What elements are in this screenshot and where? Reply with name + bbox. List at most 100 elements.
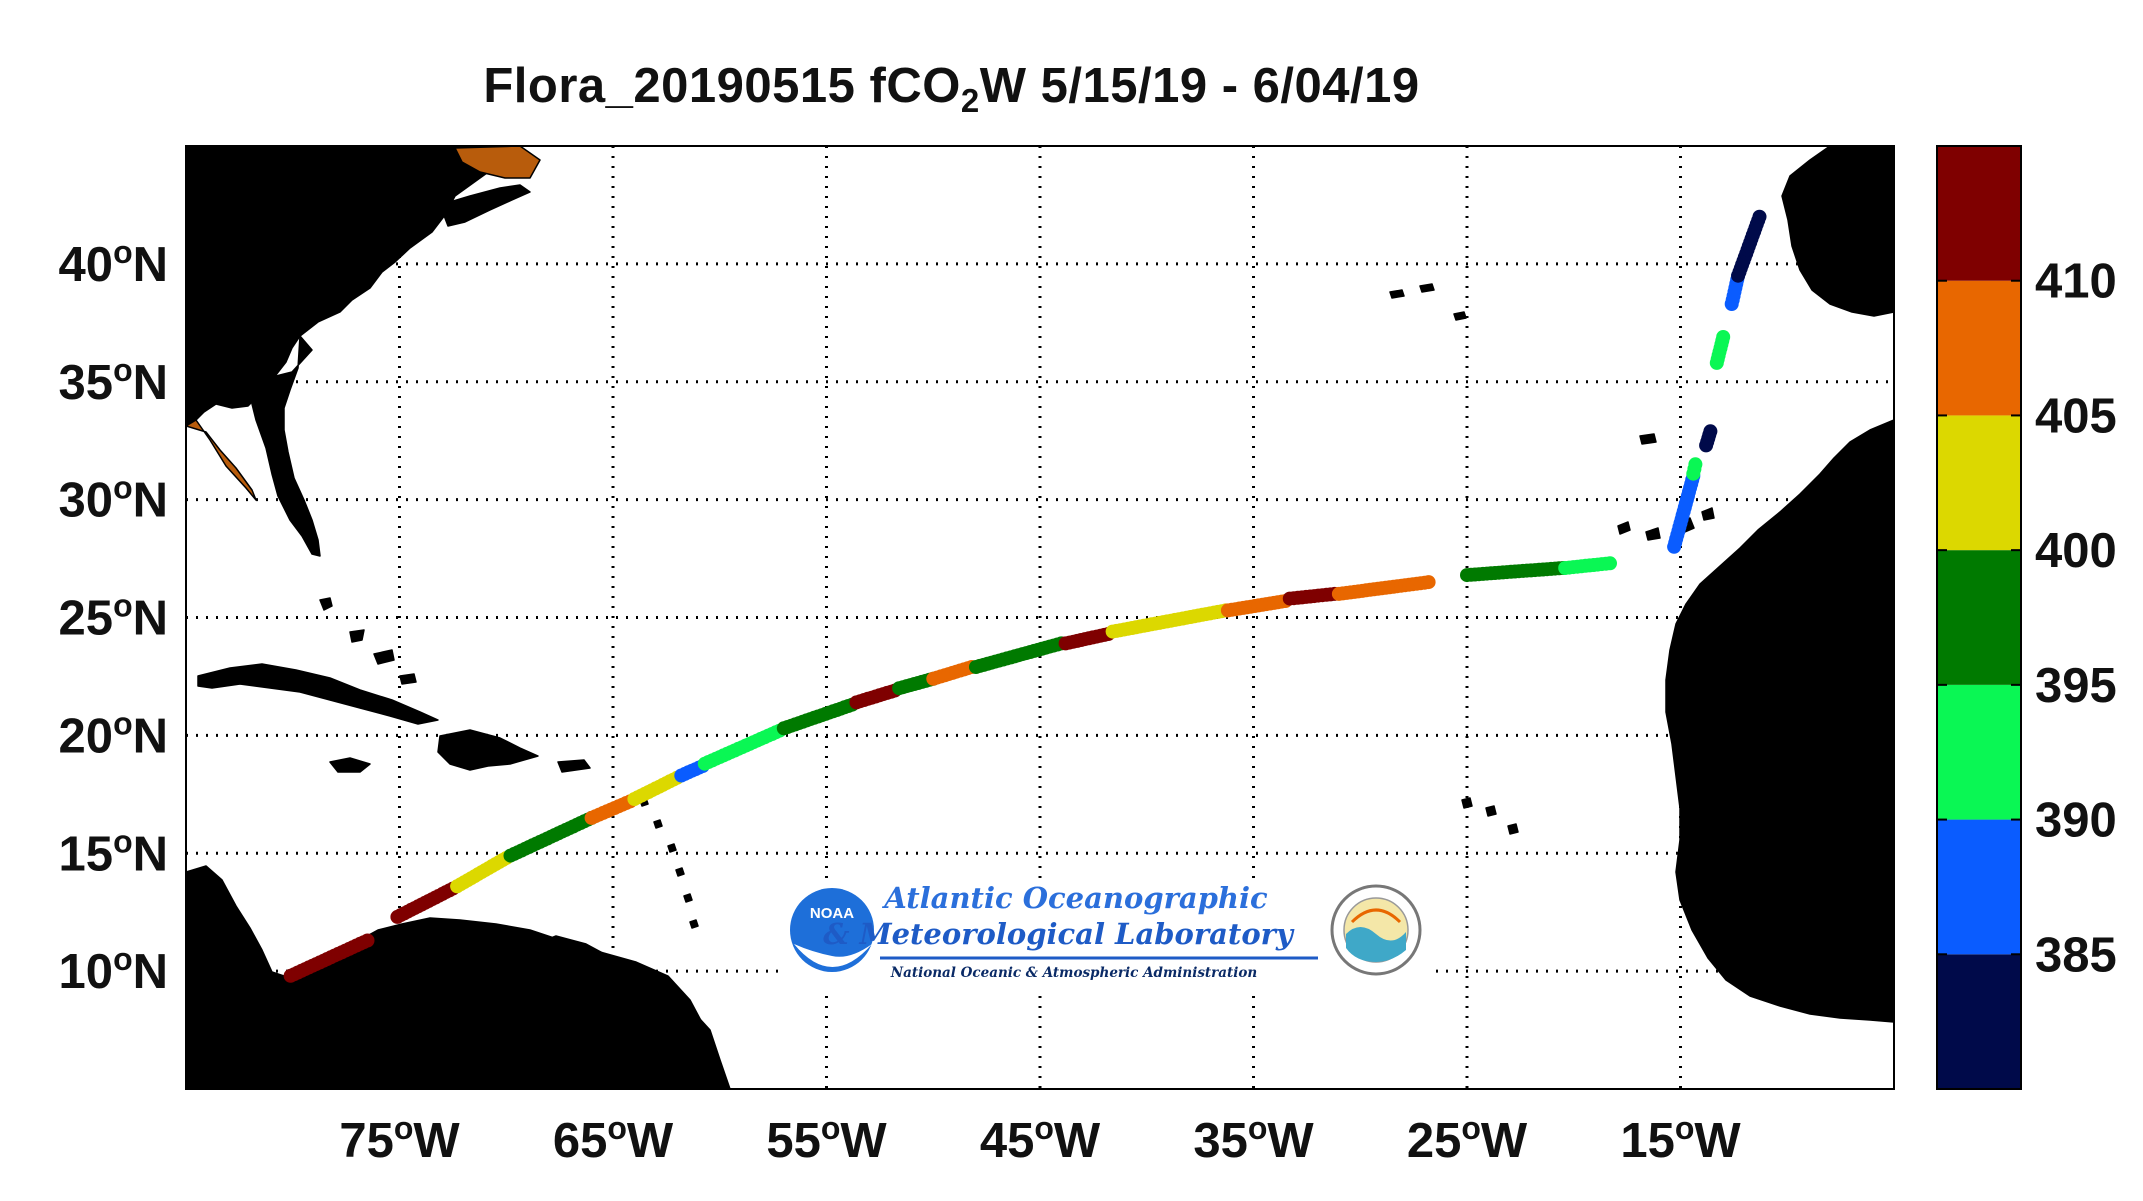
title-subscript: 2: [960, 82, 980, 119]
track-point: [1703, 424, 1718, 439]
colorbar-tick-label: 390: [2035, 794, 2117, 848]
x-tick-label: 65oW: [553, 1110, 674, 1168]
track-point: [1716, 330, 1731, 344]
colorbar-bin-385: [1937, 819, 2021, 955]
logo-line2: & Meteorological Laboratory: [823, 917, 1295, 951]
y-tick-label: 25oN: [59, 588, 168, 646]
x-tick-num: 35: [1193, 1114, 1248, 1168]
y-tick-num: 10: [59, 945, 114, 999]
y-tick-label: 10oN: [59, 941, 168, 999]
colorbar-tick-label: 405: [2035, 389, 2117, 443]
aoml-seal-wave: [1346, 927, 1406, 962]
y-tick-hemi: N: [133, 827, 168, 881]
maritimes: [439, 184, 531, 227]
africa: [1665, 419, 1894, 1023]
chart-title: Flora_20190515 fCO2W 5/15/19 - 6/04/19: [0, 58, 1903, 120]
north-america-coast: [186, 146, 521, 427]
x-tick-label: 45oW: [980, 1110, 1101, 1168]
y-tick-num: 30: [59, 474, 114, 528]
colorbar-bin-405: [1937, 280, 2021, 416]
noaa-bird: [794, 944, 872, 967]
colorbar-frame: [1936, 145, 2022, 1090]
iberia: [1781, 146, 1894, 317]
y-tick-label: 30oN: [59, 470, 168, 528]
x-tick-num: 75: [339, 1114, 394, 1168]
y-tick-hemi: N: [133, 592, 168, 646]
puerto-rico: [557, 759, 591, 773]
x-tick-deg: o: [394, 1110, 414, 1146]
y-tick-hemi: N: [133, 945, 168, 999]
colorbar-bin-380: [1937, 954, 2021, 1089]
x-tick-deg: o: [1675, 1110, 1695, 1146]
title-prefix: Flora_20190515 fCO: [483, 59, 961, 113]
lesser-antilles: [639, 797, 699, 929]
colorbar-bin-395: [1937, 550, 2021, 685]
hispaniola: [437, 729, 539, 771]
y-tick-num: 25: [59, 592, 114, 646]
map-grid: [186, 146, 1894, 1089]
logo-background: [780, 878, 1430, 990]
y-tick-label: 40oN: [59, 234, 168, 292]
newfoundland: [454, 146, 541, 179]
y-tick-deg: o: [113, 234, 133, 270]
x-tick-label: 55oW: [766, 1110, 887, 1168]
cuba: [197, 663, 439, 725]
x-tick-label: 25oW: [1407, 1110, 1528, 1168]
y-tick-deg: o: [113, 470, 133, 506]
x-tick-label: 15oW: [1620, 1110, 1741, 1168]
x-tick-label: 75oW: [339, 1110, 460, 1168]
track-point: [1421, 575, 1436, 590]
noaa-badge-text: NOAA: [810, 905, 854, 922]
y-tick-deg: o: [113, 941, 133, 977]
y-tick-label: 20oN: [59, 705, 168, 763]
colorbar-tick-label: 395: [2035, 659, 2117, 713]
colorbar: [1936, 145, 2022, 1090]
y-tick-label: 35oN: [59, 352, 168, 410]
x-tick-num: 15: [1620, 1114, 1675, 1168]
logo-line1: Atlantic Oceanographic: [881, 881, 1268, 915]
y-tick-num: 20: [59, 709, 114, 763]
x-tick-hemi: W: [840, 1114, 887, 1168]
azores: [1389, 283, 1467, 321]
x-tick-deg: o: [607, 1110, 627, 1146]
track-point: [1752, 209, 1767, 224]
colorbar-ticks: 385 390 395 400 405 410: [1937, 255, 2117, 982]
venezuela-coast: [419, 935, 731, 1089]
y-tick-deg: o: [113, 352, 133, 388]
y-tick-num: 40: [59, 238, 114, 292]
x-tick-deg: o: [1461, 1110, 1481, 1146]
x-tick-num: 45: [980, 1114, 1035, 1168]
colorbar-bin-390: [1937, 684, 2021, 820]
madeira: [1639, 433, 1657, 445]
cape-verde: [1461, 797, 1519, 835]
land-layer: [186, 146, 1894, 1089]
y-tick-label: 15oN: [59, 823, 168, 881]
jamaica: [329, 757, 371, 773]
x-tick-deg: o: [821, 1110, 841, 1146]
y-tick-num: 15: [59, 827, 114, 881]
colorbar-bin-410: [1937, 146, 2021, 281]
ship-track: [283, 209, 1767, 983]
x-tick-hemi: W: [1267, 1114, 1314, 1168]
x-tick-num: 65: [553, 1114, 608, 1168]
map-frame: [185, 145, 1895, 1090]
colorbar-tick-label: 385: [2035, 928, 2117, 982]
colorbar-tick-label: 400: [2035, 524, 2117, 578]
logo-line3: National Oceanic & Atmospheric Administr…: [890, 965, 1257, 981]
y-tick-hemi: N: [133, 238, 168, 292]
y-tick-hemi: N: [133, 709, 168, 763]
track-point: [1603, 556, 1617, 571]
florida-peninsula: [251, 335, 321, 557]
track-point: [1688, 457, 1703, 472]
canary-islands: [1617, 507, 1715, 541]
x-tick-num: 25: [1407, 1114, 1462, 1168]
x-tick-hemi: W: [1694, 1114, 1741, 1168]
title-suffix: W 5/15/19 - 6/04/19: [979, 59, 1420, 113]
bahamas: [319, 597, 417, 685]
x-tick-hemi: W: [1481, 1114, 1528, 1168]
y-tick-hemi: N: [133, 474, 168, 528]
colorbar-tick-label: 410: [2035, 255, 2117, 309]
y-tick-deg: o: [113, 823, 133, 859]
